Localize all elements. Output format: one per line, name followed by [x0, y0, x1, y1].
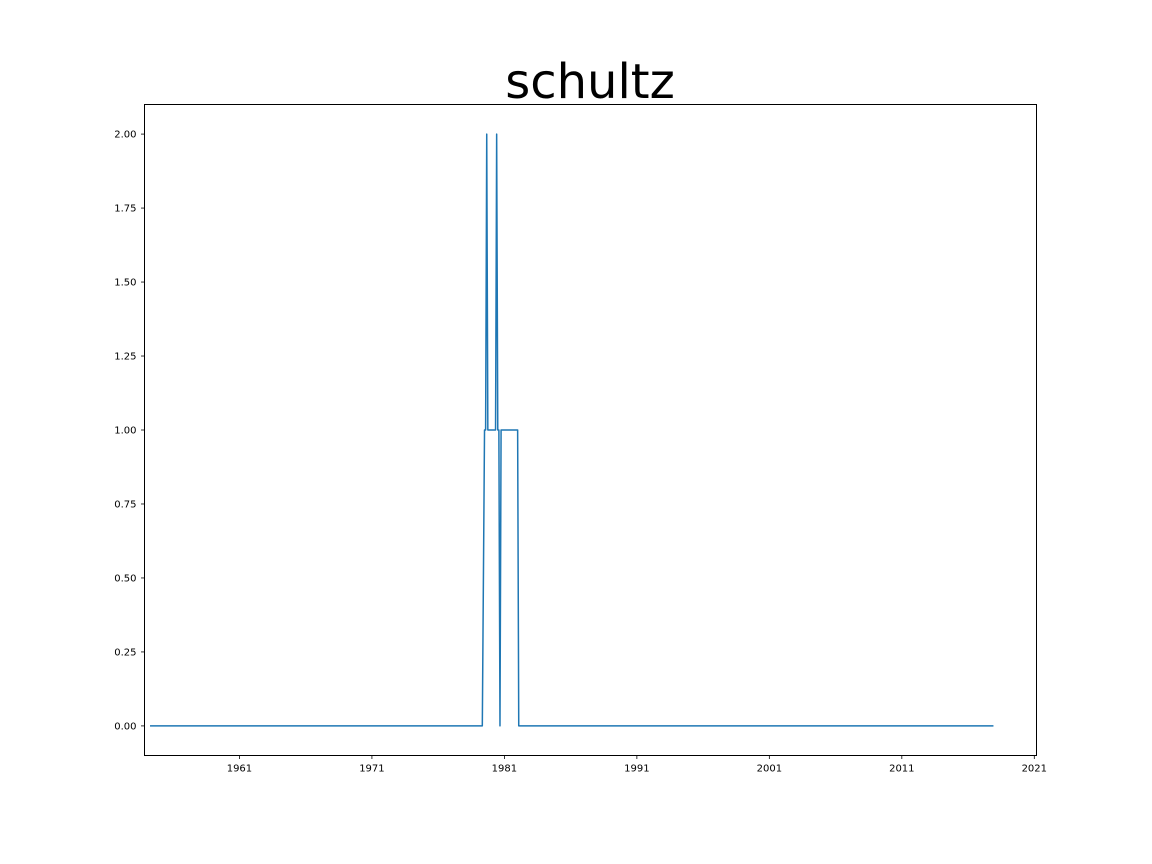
y-tick-label: 0.50 [114, 573, 136, 584]
x-tick-label: 1961 [227, 764, 252, 775]
x-tick-label: 1981 [492, 764, 517, 775]
y-tick-label: 0.00 [114, 721, 136, 732]
x-tick-label: 2011 [889, 764, 914, 775]
y-tick-label: 0.75 [114, 499, 136, 510]
y-tick-label: 1.50 [114, 278, 136, 289]
y-axis: 0.00 0.25 0.50 0.75 1.00 1.25 1.50 1.75 2.00 [114, 130, 145, 732]
chart-title: schultz [505, 54, 675, 110]
x-tick-label: 2021 [1022, 764, 1047, 775]
plot-area [144, 104, 1037, 756]
series-line [150, 133, 994, 727]
y-tick-label: 1.25 [114, 352, 136, 363]
x-axis: 1961 1971 1981 1991 2001 2011 2021 [227, 755, 1047, 775]
x-tick-label: 2001 [757, 764, 782, 775]
series-layer [150, 133, 994, 727]
x-tick-label: 1971 [359, 764, 384, 775]
y-tick-label: 0.25 [114, 647, 136, 658]
y-tick-label: 1.00 [114, 426, 136, 437]
y-tick-label: 1.75 [114, 204, 136, 215]
x-tick-label: 1991 [624, 764, 649, 775]
y-tick-label: 2.00 [114, 130, 136, 141]
